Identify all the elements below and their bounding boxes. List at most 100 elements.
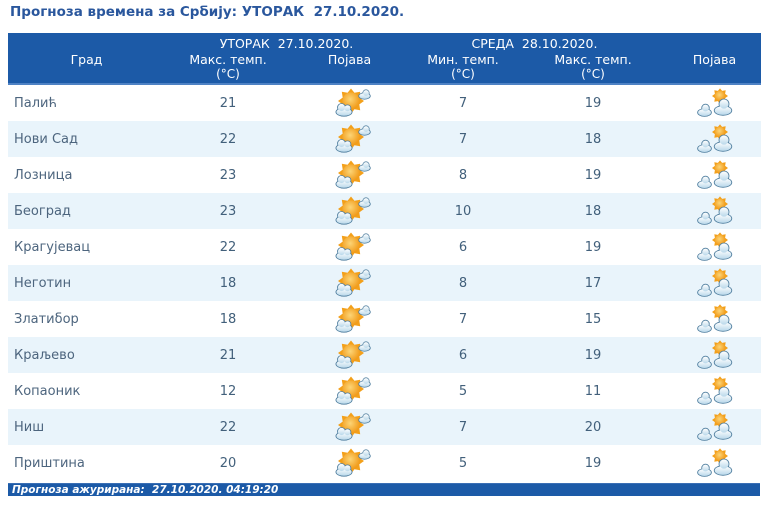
table-header-dates-row: УТОРАК 27.10.2020. СРЕДА 28.10.2020. — [8, 36, 761, 52]
day1-weather-cell — [291, 412, 408, 443]
sun-behind-clouds-icon — [696, 159, 732, 189]
city-cell: Лозница — [14, 167, 73, 183]
day2-max-unit: (°C) — [581, 67, 605, 81]
day2-max-temp-cell: 18 — [584, 131, 602, 147]
header-spacer — [8, 36, 165, 52]
day2-max-temp-cell: 19 — [584, 347, 602, 363]
day2-min-temp-cell: 6 — [458, 347, 468, 363]
day2-min-temp-cell: 7 — [458, 131, 468, 147]
sun-behind-clouds-icon — [696, 447, 732, 477]
city-cell: Ниш — [14, 419, 45, 435]
day1-max-temp-cell: 20 — [219, 455, 237, 471]
day1-max-temp-cell: 12 — [219, 383, 237, 399]
table-row: Златибор 18 — [8, 301, 761, 337]
sun-with-clouds-icon — [335, 160, 371, 189]
city-cell: Нови Сад — [14, 131, 79, 147]
sun-behind-clouds-icon — [696, 375, 732, 405]
day2-date-header: СРЕДА 28.10.2020. — [471, 36, 598, 51]
col-day2-max-header: Макс. темп. — [554, 51, 632, 67]
city-cell: Краљево — [14, 347, 75, 363]
day2-min-unit: (°C) — [451, 67, 475, 81]
day2-max-temp-cell: 19 — [584, 167, 602, 183]
city-cell: Златибор — [14, 311, 79, 327]
table-row: Краљево 21 — [8, 337, 761, 373]
day1-weather-cell — [291, 160, 408, 191]
sun-behind-clouds-icon — [696, 339, 732, 369]
day2-max-temp-cell: 19 — [584, 95, 602, 111]
sun-with-clouds-icon — [335, 376, 371, 405]
table-row: Палић 21 — [8, 85, 761, 121]
day2-weather-cell — [668, 303, 761, 335]
day1-max-temp-cell: 22 — [219, 419, 237, 435]
day2-weather-cell — [668, 267, 761, 299]
day1-max-temp-cell: 21 — [219, 347, 237, 363]
day1-max-temp-cell: 23 — [219, 167, 237, 183]
sun-behind-clouds-icon — [696, 87, 732, 117]
sun-with-clouds-icon — [335, 88, 371, 117]
day1-max-temp-cell: 23 — [219, 203, 237, 219]
city-cell: Копаоник — [14, 383, 81, 399]
col-day2-min-header: Мин. темп. — [427, 51, 499, 67]
sun-behind-clouds-icon — [696, 411, 732, 441]
day1-max-temp-cell: 21 — [219, 95, 237, 111]
day2-weather-cell — [668, 339, 761, 371]
update-timestamp: 27.10.2020. 04:19:20 — [152, 484, 279, 496]
table-row: Копаоник 12 — [8, 373, 761, 409]
day2-min-temp-cell: 6 — [458, 239, 468, 255]
table-row: Лозница 23 — [8, 157, 761, 193]
day2-max-temp-cell: 18 — [584, 203, 602, 219]
table-row: Ниш 22 — [8, 409, 761, 445]
city-cell: Приштина — [14, 455, 85, 471]
table-row: Неготин 18 — [8, 265, 761, 301]
table-header-units-row: (°C) (°C) (°C) — [8, 67, 761, 83]
sun-with-clouds-icon — [335, 304, 371, 333]
day2-max-temp-cell: 11 — [584, 383, 602, 399]
table-body: Палић 21 — [8, 85, 761, 481]
day2-weather-cell — [668, 447, 761, 479]
update-label: Прогноза ажурирана: — [12, 484, 145, 496]
day2-max-temp-cell: 20 — [584, 419, 602, 435]
sun-with-clouds-icon — [335, 196, 371, 225]
day2-min-temp-cell: 7 — [458, 95, 468, 111]
table-row: Приштина 20 — [8, 445, 761, 481]
day1-max-temp-cell: 22 — [219, 131, 237, 147]
day2-min-temp-cell: 8 — [458, 167, 468, 183]
sun-with-clouds-icon — [335, 268, 371, 297]
day2-max-temp-cell: 17 — [584, 275, 602, 291]
day1-max-unit: (°C) — [216, 67, 240, 81]
day2-max-temp-cell: 15 — [584, 311, 602, 327]
city-cell: Неготин — [14, 275, 72, 291]
day1-weather-cell — [291, 376, 408, 407]
col-city-header: Град — [70, 51, 103, 67]
day2-min-temp-cell: 8 — [458, 275, 468, 291]
sun-behind-clouds-icon — [696, 267, 732, 297]
day1-max-temp-cell: 18 — [219, 275, 237, 291]
day1-weather-cell — [291, 340, 408, 371]
day2-min-temp-cell: 7 — [458, 419, 468, 435]
day2-weather-cell — [668, 87, 761, 119]
day2-min-temp-cell: 5 — [458, 455, 468, 471]
day2-min-temp-cell: 5 — [458, 383, 468, 399]
day1-date-header: УТОРАК 27.10.2020. — [219, 36, 354, 51]
day2-min-temp-cell: 10 — [454, 203, 472, 219]
sun-behind-clouds-icon — [696, 303, 732, 333]
day1-weather-cell — [291, 448, 408, 479]
sun-behind-clouds-icon — [696, 123, 732, 153]
city-cell: Палић — [14, 95, 57, 111]
col-day2-icon-header: Појава — [692, 51, 737, 67]
table-header-columns-row: Град Макс. темп. Појава Мин. темп. Макс.… — [8, 52, 761, 68]
sun-with-clouds-icon — [335, 412, 371, 441]
city-cell: Београд — [14, 203, 71, 219]
day1-weather-cell — [291, 232, 408, 263]
day2-min-temp-cell: 7 — [458, 311, 468, 327]
table-row: Београд 23 — [8, 193, 761, 229]
day1-weather-cell — [291, 268, 408, 299]
update-status-bar: Прогноза ажурирана: 27.10.2020. 04:19:20 — [8, 483, 760, 496]
day2-weather-cell — [668, 231, 761, 263]
day1-max-temp-cell: 22 — [219, 239, 237, 255]
table-row: Нови Сад 22 — [8, 121, 761, 157]
sun-with-clouds-icon — [335, 340, 371, 369]
city-cell: Крагујевац — [14, 239, 91, 255]
day2-max-temp-cell: 19 — [584, 455, 602, 471]
